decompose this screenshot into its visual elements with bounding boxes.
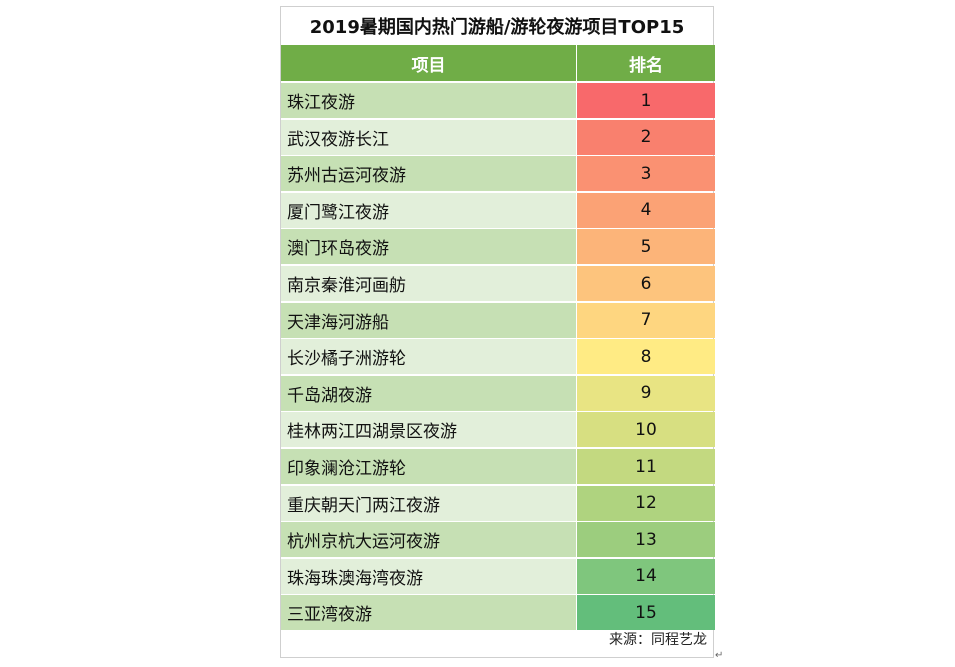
item-name: 珠江夜游 [281, 83, 576, 118]
table-row: 厦门鹭江夜游 4 [281, 192, 715, 228]
item-name: 长沙橘子洲游轮 [281, 339, 576, 375]
rank-value: 11 [577, 449, 715, 484]
item-name: 千岛湖夜游 [281, 375, 576, 411]
table-row: 天津海河游船 7 [281, 302, 715, 338]
table-row: 澳门环岛夜游 5 [281, 229, 715, 265]
item-name: 苏州古运河夜游 [281, 156, 576, 192]
rank-value: 5 [577, 229, 715, 265]
table-header: 项目 排名 [281, 45, 715, 81]
rank-value: 2 [577, 119, 715, 155]
table-row: 印象澜沧江游轮 11 [281, 449, 715, 484]
item-name: 厦门鹭江夜游 [281, 192, 576, 228]
rank-value: 10 [577, 412, 715, 448]
rank-value: 4 [577, 192, 715, 228]
item-name: 桂林两江四湖景区夜游 [281, 412, 576, 448]
table-row: 苏州古运河夜游 3 [281, 156, 715, 192]
ranking-table-panel: 2019暑期国内热门游船/游轮夜游项目TOP15 项目 排名 珠江夜游 1 武汉夜游… [280, 6, 715, 658]
rank-value: 7 [577, 302, 715, 338]
column-header-rank: 排名 [577, 45, 715, 81]
rank-value: 3 [577, 156, 715, 192]
column-header-item: 项目 [281, 45, 576, 81]
item-name: 三亚湾夜游 [281, 595, 576, 631]
rank-value: 9 [577, 375, 715, 411]
table-title: 2019暑期国内热门游船/游轮夜游项目TOP15 [309, 17, 685, 38]
item-name: 武汉夜游长江 [281, 119, 576, 155]
rank-value: 8 [577, 339, 715, 375]
table-row: 千岛湖夜游 9 [281, 375, 715, 411]
table-row: 长沙橘子洲游轮 8 [281, 339, 715, 375]
table-row: 珠海珠澳海湾夜游 14 [281, 558, 715, 594]
item-name: 印象澜沧江游轮 [281, 449, 576, 484]
table-row: 南京秦淮河画舫 6 [281, 266, 715, 301]
rank-value: 15 [577, 595, 715, 631]
item-name: 珠海珠澳海湾夜游 [281, 558, 576, 594]
table-row: 三亚湾夜游 15 [281, 595, 715, 631]
item-name: 重庆朝天门两江夜游 [281, 485, 576, 521]
table-row: 杭州京杭大运河夜游 13 [281, 522, 715, 558]
paragraph-mark-icon: ↵ [715, 650, 724, 661]
table-row: 桂林两江四湖景区夜游 10 [281, 412, 715, 448]
item-name: 南京秦淮河画舫 [281, 266, 576, 301]
rank-value: 14 [577, 558, 715, 594]
table-row: 武汉夜游长江 2 [281, 119, 715, 155]
source-note: 来源：同程艺龙 [609, 632, 707, 648]
rank-value: 12 [577, 485, 715, 521]
item-name: 杭州京杭大运河夜游 [281, 522, 576, 558]
rank-value: 1 [577, 83, 715, 118]
item-name: 天津海河游船 [281, 302, 576, 338]
item-name: 澳门环岛夜游 [281, 229, 576, 265]
table-row: 重庆朝天门两江夜游 12 [281, 485, 715, 521]
rank-value: 13 [577, 522, 715, 558]
table-row: 珠江夜游 1 [281, 83, 715, 118]
rank-value: 6 [577, 266, 715, 301]
